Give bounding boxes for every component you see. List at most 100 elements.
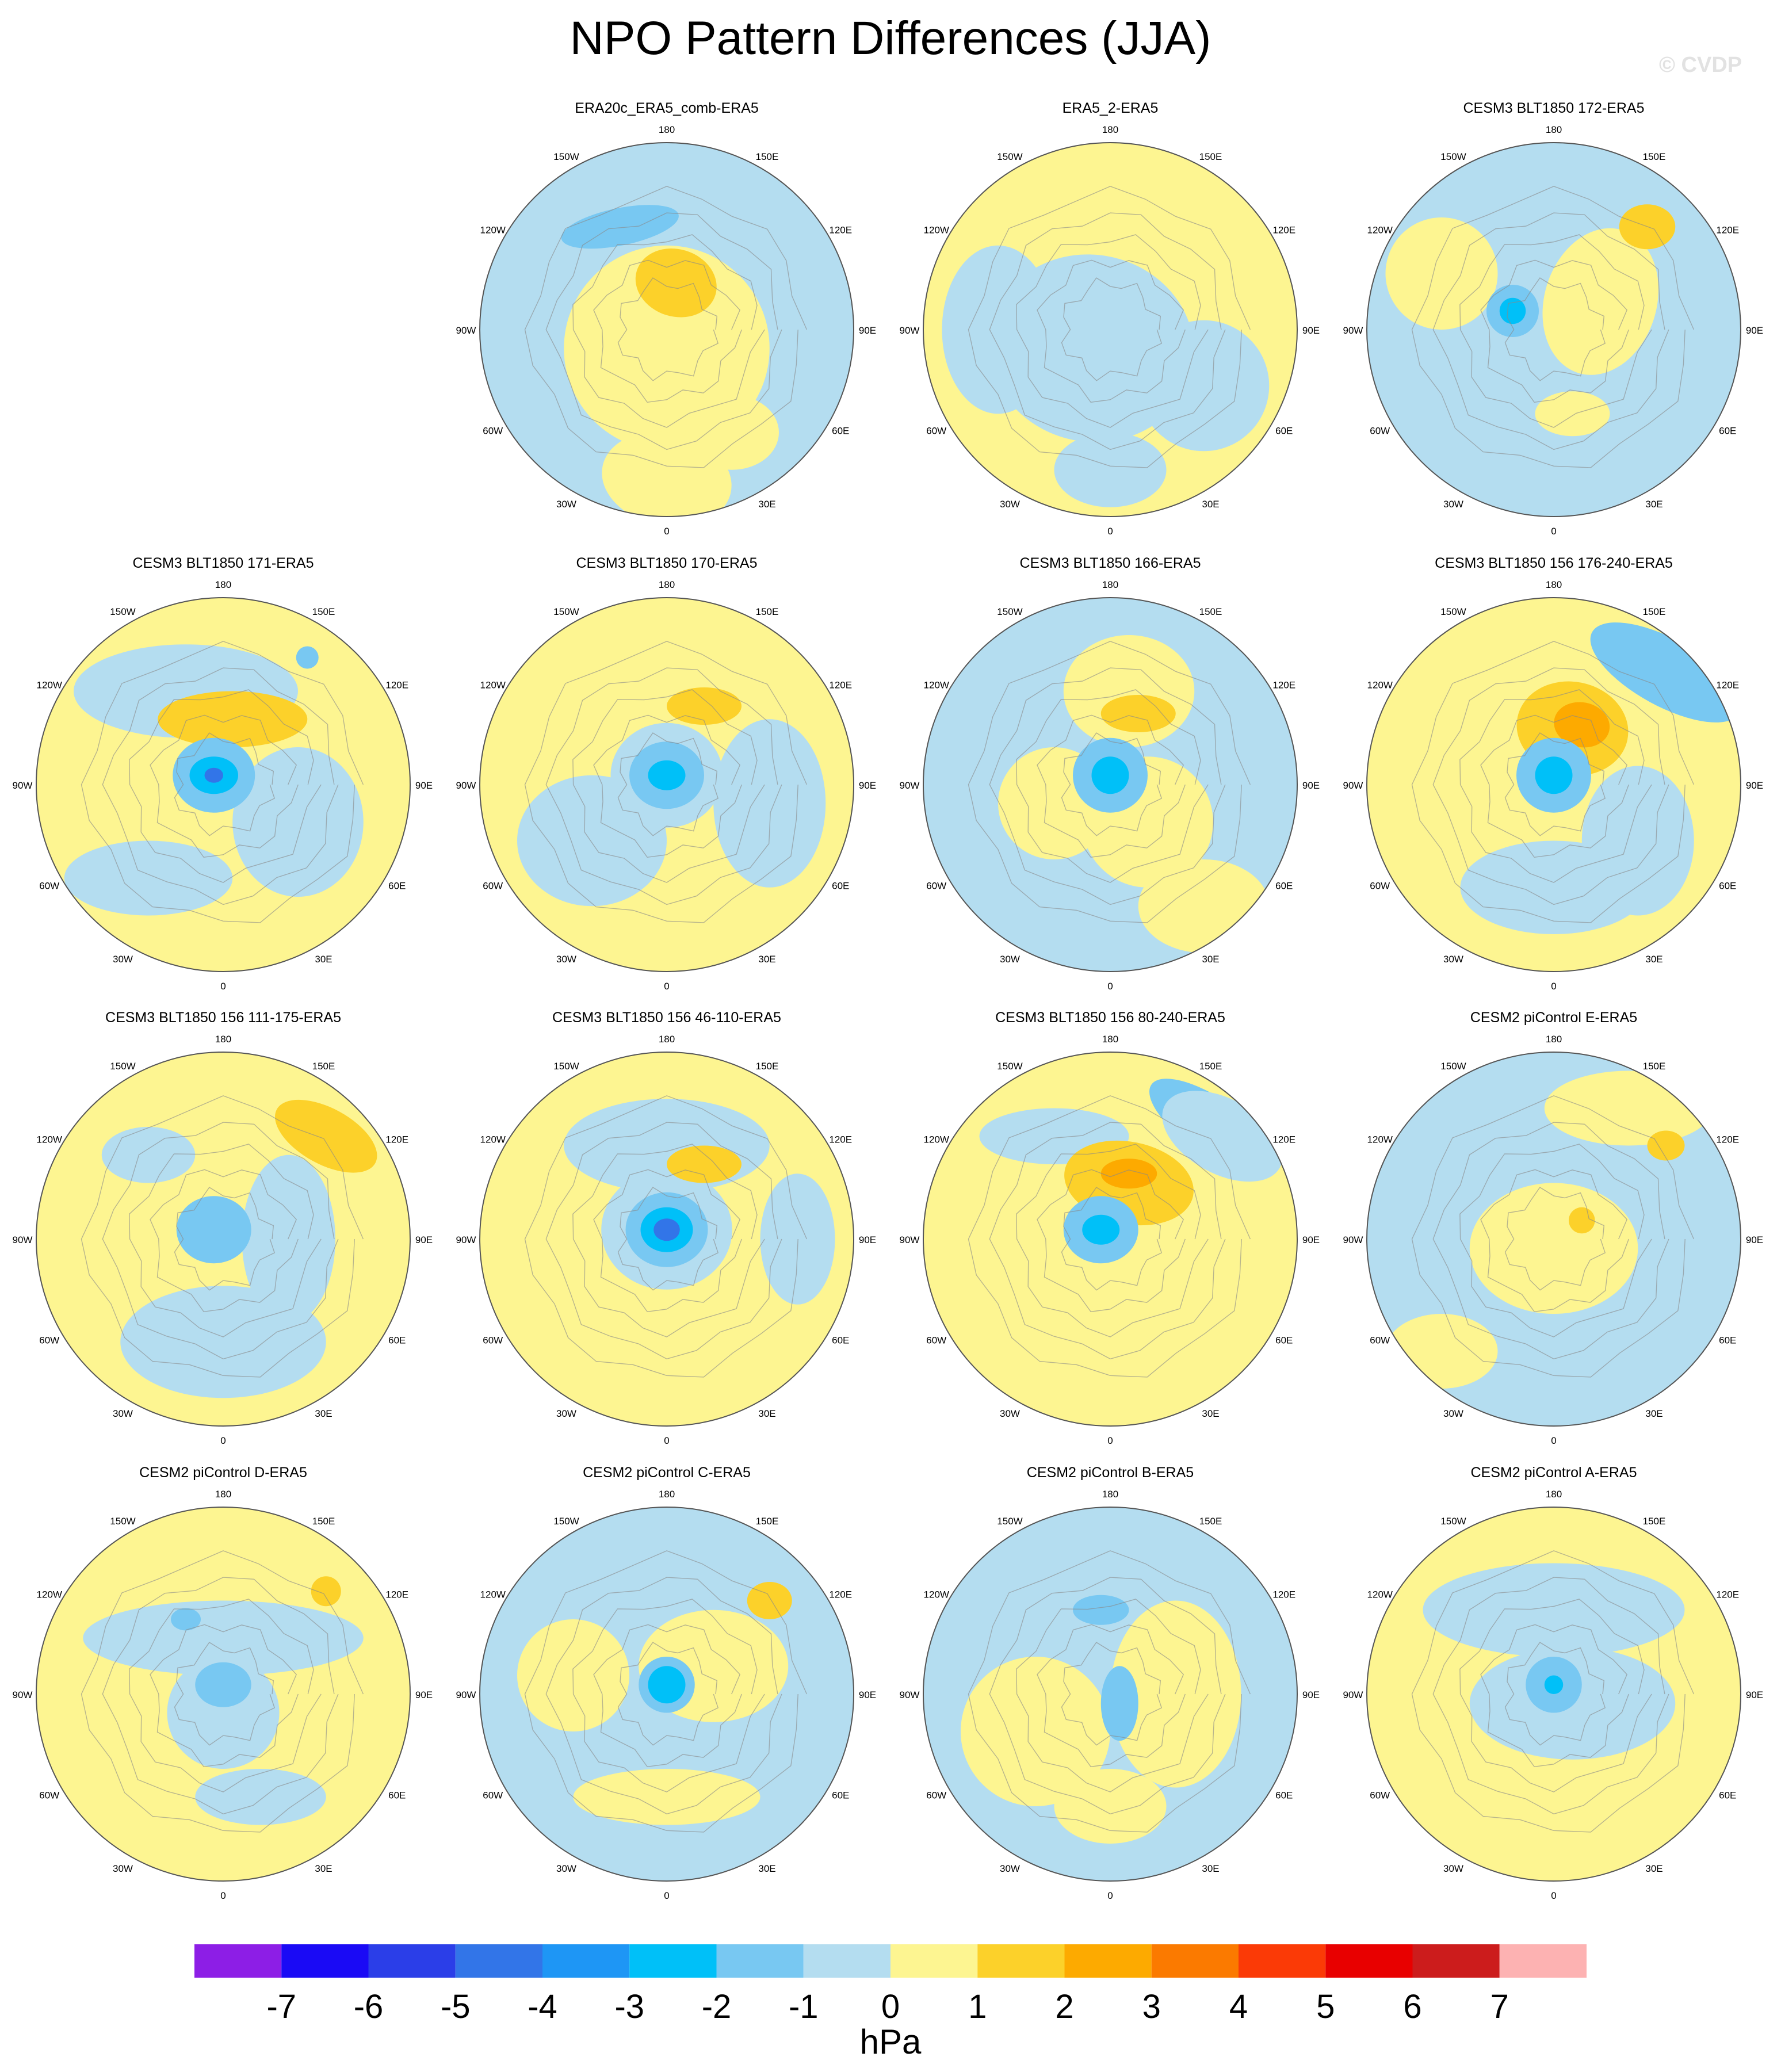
lon-label: 90W bbox=[13, 1234, 33, 1245]
lon-label: 180 bbox=[1102, 124, 1118, 135]
map-panel: CESM3 BLT1850 156 111-175-ERA5180150E120… bbox=[13, 1010, 433, 1446]
lon-label: 30E bbox=[1202, 1863, 1219, 1874]
lon-label: 30W bbox=[556, 499, 576, 510]
lon-label: 150W bbox=[110, 1061, 135, 1072]
lon-label: 150W bbox=[997, 606, 1022, 617]
lon-label: 30E bbox=[1645, 1863, 1662, 1874]
anomaly-contour bbox=[102, 1127, 196, 1183]
anomaly-contour bbox=[205, 768, 224, 783]
lon-label: 180 bbox=[659, 124, 675, 135]
panel-title: CESM2 piControl C-ERA5 bbox=[583, 1465, 751, 1481]
lon-label: 120E bbox=[385, 1589, 408, 1600]
lon-label: 180 bbox=[659, 1489, 675, 1500]
lon-label: 150W bbox=[997, 151, 1022, 162]
lon-label: 120E bbox=[1716, 1589, 1739, 1600]
lon-label: 60E bbox=[1275, 1335, 1293, 1346]
map-panel: ERA20c_ERA5_comb-ERA5180150E120E90E60E30… bbox=[456, 100, 877, 538]
lon-label: 0 bbox=[1551, 1435, 1556, 1446]
colorbar-tick-label: 0 bbox=[881, 1988, 900, 2025]
lon-label: 0 bbox=[1107, 1435, 1113, 1446]
lon-label: 60W bbox=[1370, 881, 1390, 892]
lon-label: 90E bbox=[1746, 325, 1763, 336]
panel-title: CESM3 BLT1850 171-ERA5 bbox=[133, 555, 314, 571]
lon-label: 150W bbox=[553, 606, 579, 617]
anomaly-contour bbox=[1470, 1183, 1638, 1314]
anomaly-contour bbox=[1138, 320, 1270, 452]
anomaly-contour bbox=[1500, 298, 1526, 324]
lon-label: 90W bbox=[13, 1689, 33, 1700]
lon-label: 120E bbox=[385, 1134, 408, 1145]
panel-title: CESM3 BLT1850 156 80-240-ERA5 bbox=[995, 1010, 1225, 1026]
map-panel: CESM2 piControl E-ERA5 180 150E 120E 90E 60E 3… bbox=[1343, 1010, 1764, 1446]
map-panel: CESM2 piControl A-ERA5180150E120E90E60E3… bbox=[1343, 1465, 1764, 1901]
lon-label: 90W bbox=[900, 1689, 920, 1700]
anomaly-contour bbox=[942, 246, 1054, 414]
colorbar-units: hPa bbox=[860, 2023, 922, 2061]
lon-label: 180 bbox=[659, 579, 675, 590]
lon-label: 30W bbox=[113, 954, 133, 965]
lon-label: 30W bbox=[1443, 1863, 1463, 1874]
lon-label: 150E bbox=[1643, 1061, 1666, 1072]
lon-label: 30E bbox=[315, 954, 332, 965]
lon-label: 60W bbox=[926, 1335, 946, 1346]
lon-label: 180 bbox=[215, 579, 231, 590]
lon-label: 0 bbox=[220, 981, 226, 992]
lon-label: 90W bbox=[1343, 1234, 1363, 1245]
lon-label: 150E bbox=[756, 606, 779, 617]
lon-label: 90E bbox=[1302, 325, 1320, 336]
lon-label: 30W bbox=[113, 1863, 133, 1874]
lon-label: 0 bbox=[664, 526, 669, 537]
lon-label: 30E bbox=[1645, 1408, 1662, 1419]
colorbar-tick-label: -5 bbox=[441, 1988, 471, 2025]
anomaly-contour bbox=[1101, 695, 1176, 732]
lon-label: 120W bbox=[924, 1589, 949, 1600]
lon-label: 30E bbox=[1202, 1408, 1219, 1419]
lon-label: 90E bbox=[859, 325, 876, 336]
lon-label: 150E bbox=[1643, 151, 1666, 162]
lon-label: 60W bbox=[1370, 1335, 1390, 1346]
lon-label: 30E bbox=[1202, 954, 1219, 965]
lon-label: 90W bbox=[456, 1234, 476, 1245]
lon-label: 0 bbox=[1107, 981, 1113, 992]
panel-title: CESM2 piControl D-ERA5 bbox=[139, 1465, 307, 1481]
lon-label: 60W bbox=[926, 1790, 946, 1801]
colorbar-tick-label: -4 bbox=[528, 1988, 557, 2025]
lon-label: 60W bbox=[483, 1790, 503, 1801]
lon-label: 90W bbox=[13, 780, 33, 791]
panel-title: CESM3 BLT1850 172-ERA5 bbox=[1463, 100, 1645, 116]
anomaly-contour bbox=[1386, 1314, 1498, 1389]
lon-label: 30W bbox=[1443, 499, 1463, 510]
lon-label: 60E bbox=[388, 1335, 406, 1346]
anomaly-contour bbox=[1138, 859, 1270, 953]
lon-label: 150E bbox=[1643, 1516, 1666, 1527]
lon-label: 60E bbox=[832, 881, 849, 892]
lon-label: 150W bbox=[553, 151, 579, 162]
lon-label: 90W bbox=[1343, 1689, 1363, 1700]
lon-label: 60E bbox=[1275, 881, 1293, 892]
colorbar-tick-label: 2 bbox=[1055, 1988, 1073, 2025]
lon-label: 60W bbox=[926, 881, 946, 892]
anomaly-contour bbox=[648, 1666, 686, 1703]
anomaly-contour bbox=[686, 395, 779, 470]
lon-label: 120W bbox=[480, 1134, 506, 1145]
lon-label: 90E bbox=[859, 1689, 876, 1700]
lon-label: 120E bbox=[829, 1589, 852, 1600]
anomaly-contour bbox=[1073, 1595, 1129, 1625]
lon-label: 60E bbox=[1719, 1335, 1736, 1346]
anomaly-contour bbox=[195, 1662, 251, 1707]
lon-label: 120E bbox=[1716, 680, 1739, 691]
lon-label: 180 bbox=[1546, 579, 1562, 590]
lon-label: 0 bbox=[1107, 526, 1113, 537]
anomaly-contour bbox=[1386, 217, 1498, 330]
lon-label: 60W bbox=[483, 881, 503, 892]
lon-label: 120W bbox=[1367, 680, 1393, 691]
lon-label: 30E bbox=[1202, 499, 1219, 510]
lon-label: 90E bbox=[859, 780, 876, 791]
lon-label: 0 bbox=[220, 1890, 226, 1901]
lon-label: 120E bbox=[829, 680, 852, 691]
anomaly-contour bbox=[653, 1218, 680, 1241]
anomaly-contour bbox=[648, 760, 686, 790]
lon-label: 150E bbox=[756, 1061, 779, 1072]
panel-title: ERA20c_ERA5_comb-ERA5 bbox=[575, 100, 759, 116]
lon-label: 150W bbox=[110, 1516, 135, 1527]
